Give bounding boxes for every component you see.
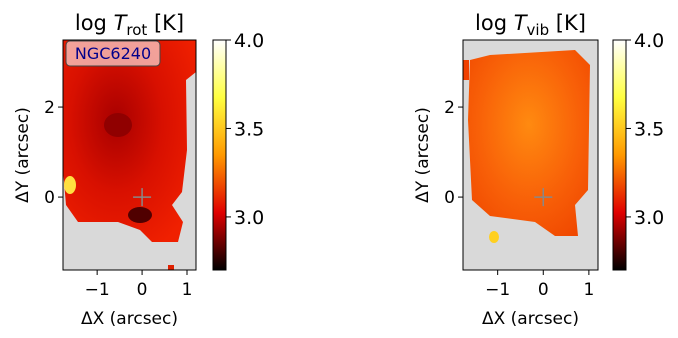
title-symbol: T	[114, 11, 129, 35]
title-suffix: [K]	[147, 11, 184, 35]
plot-frame	[62, 39, 197, 271]
plot-frame	[462, 39, 599, 271]
cross-marker	[133, 188, 152, 207]
title-subscript: rot	[126, 21, 147, 39]
x-tick-label: 1	[182, 280, 193, 300]
x-tick-label: 0	[538, 280, 549, 300]
colorbar-tick-label: 3.5	[634, 118, 664, 140]
y-tick-label: 0	[444, 188, 455, 208]
title-prefix: log	[75, 11, 114, 35]
annotation-box	[65, 40, 161, 67]
title-symbol: T	[514, 11, 529, 35]
colorbar-tick-label: 3.5	[234, 118, 264, 140]
colorbar	[612, 39, 627, 271]
title-subscript: vib	[527, 21, 550, 39]
colorbar-tick-label: 4.0	[634, 30, 664, 52]
colorbar	[212, 39, 227, 271]
colorbar-tick-label: 4.0	[234, 30, 264, 52]
x-tick-label: −1	[85, 280, 110, 300]
chart-title: log Tvib [K]	[475, 11, 586, 39]
title-suffix: [K]	[549, 11, 586, 35]
y-axis-label: ΔY (arcsec)	[413, 107, 433, 203]
x-axis-label: ΔX (arcsec)	[482, 309, 579, 329]
cross-marker	[534, 188, 553, 207]
y-tick-label: 2	[444, 98, 455, 118]
chart-title: log Trot [K]	[75, 11, 184, 39]
annotation: NGC6240	[75, 44, 151, 63]
map-image	[63, 40, 196, 270]
title-prefix: log	[475, 11, 514, 35]
x-tick-label: 0	[137, 280, 148, 300]
x-tick-label: 1	[583, 280, 594, 300]
colorbar-tick-label: 3.0	[634, 207, 664, 229]
x-axis-label: ΔX (arcsec)	[81, 309, 178, 329]
x-tick-label: −1	[485, 280, 510, 300]
y-tick-label: 2	[44, 98, 55, 118]
map-image	[463, 40, 598, 270]
y-axis-label: ΔY (arcsec)	[13, 107, 33, 203]
colorbar-tick-label: 3.0	[234, 207, 264, 229]
y-tick-label: 0	[44, 188, 55, 208]
